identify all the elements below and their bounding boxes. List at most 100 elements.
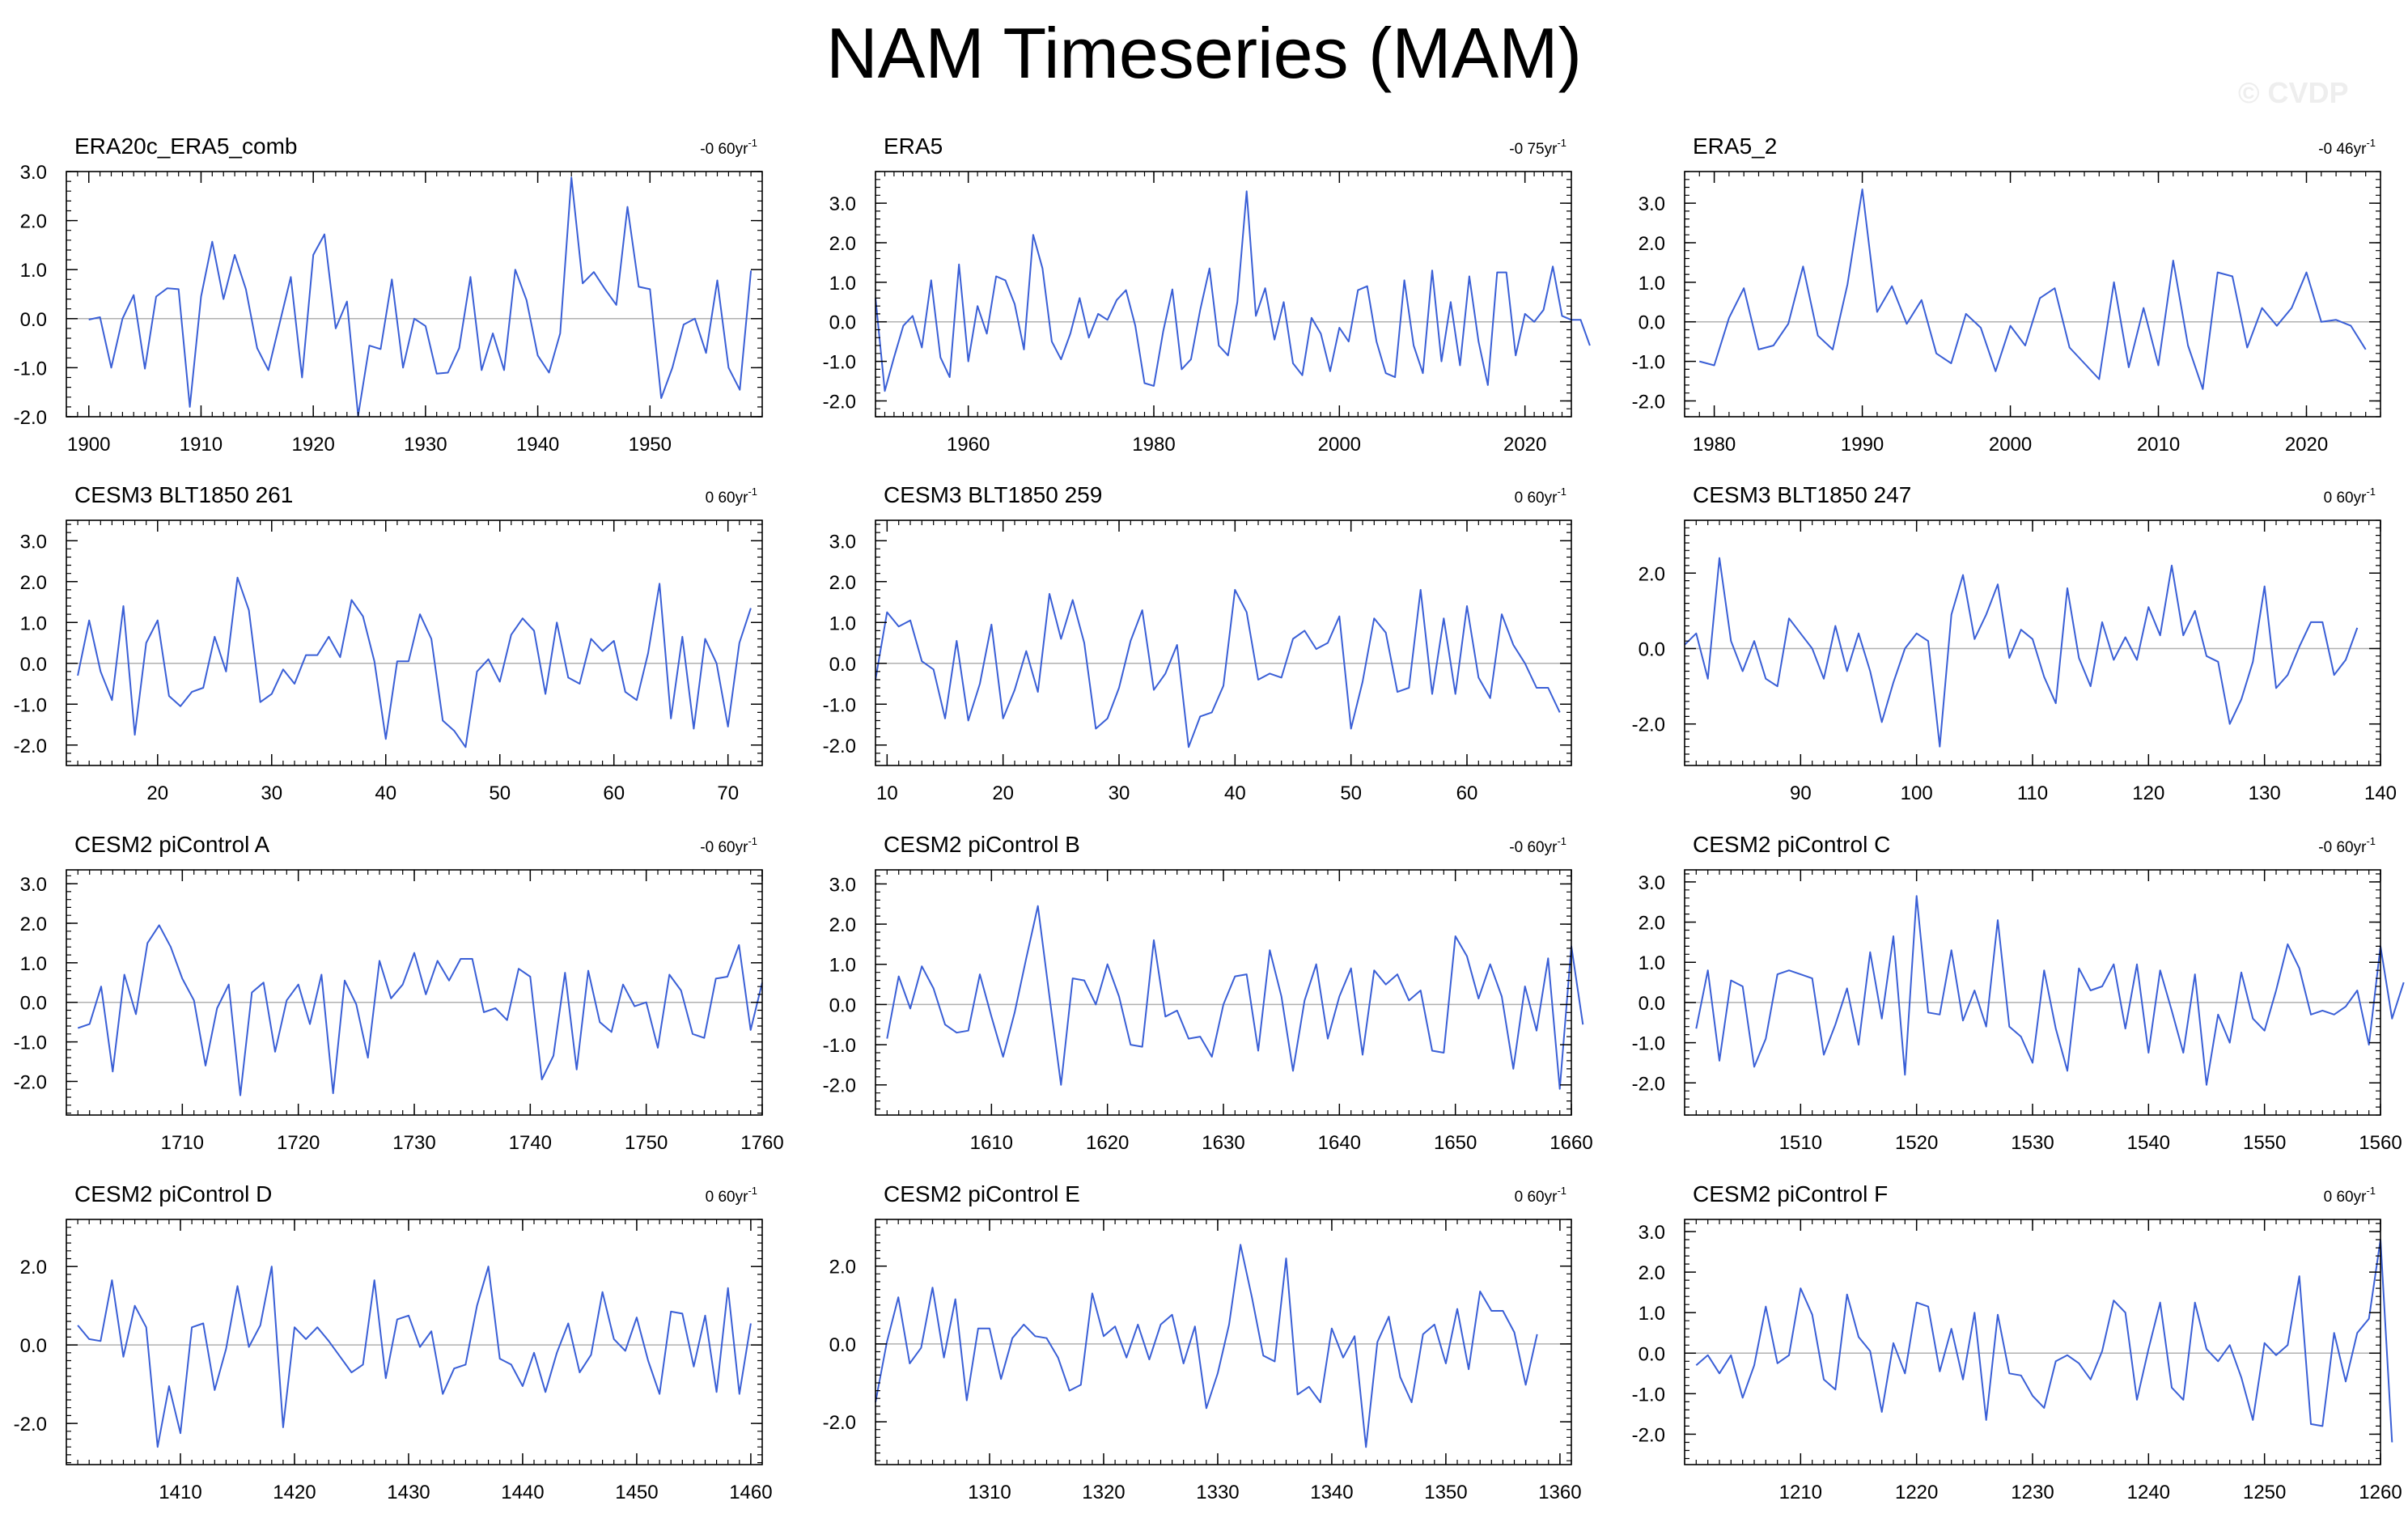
minor-ticks bbox=[1684, 519, 2381, 765]
panel-2: ERA5 -0 75yr-1 1960 1980 2000 2020 -2.0 -1.0 0.0… bbox=[823, 134, 1591, 456]
x-tick-label: 1410 bbox=[159, 1482, 201, 1503]
y-tick-label: -2.0 bbox=[823, 736, 856, 757]
y-tick-label: 0.0 bbox=[1639, 1343, 1665, 1365]
x-tick-label: 1730 bbox=[392, 1132, 435, 1154]
y-tick-label: 3.0 bbox=[829, 531, 856, 553]
x-tick-label: 1220 bbox=[1895, 1482, 1938, 1503]
y-tick-label: -1.0 bbox=[14, 1033, 47, 1054]
trend-label: 0 60yr-1 bbox=[1515, 1185, 1566, 1206]
panel-1: ERA20c_ERA5_comb -0 60yr-1 1900 1910 1920 193… bbox=[14, 134, 763, 456]
x-tick-label: 1990 bbox=[1841, 434, 1884, 456]
x-tick-label: 40 bbox=[375, 782, 396, 804]
y-tick-label: -2.0 bbox=[1632, 714, 1665, 736]
x-tick-label: 70 bbox=[717, 782, 739, 804]
plot-frame bbox=[875, 519, 1572, 766]
y-tick-label: -2.0 bbox=[823, 1075, 856, 1097]
x-tick-label: 1330 bbox=[1196, 1482, 1239, 1503]
minor-ticks bbox=[1684, 1219, 2381, 1465]
plot-frame bbox=[875, 171, 1572, 418]
trend-label: 0 60yr-1 bbox=[2324, 486, 2376, 507]
plot-frame bbox=[66, 869, 763, 1116]
x-tick-label: 130 bbox=[2249, 782, 2281, 804]
x-tick-label: 1960 bbox=[947, 434, 990, 456]
minor-ticks bbox=[66, 520, 763, 765]
y-tick-label: 2.0 bbox=[20, 211, 47, 233]
y-tick-label: 1.0 bbox=[829, 613, 856, 634]
plot-frame bbox=[1684, 1219, 2381, 1465]
x-tick-label: 110 bbox=[2017, 782, 2048, 804]
y-tick-label: 3.0 bbox=[1639, 872, 1665, 894]
x-tick-label: 1260 bbox=[2359, 1482, 2402, 1503]
panel-10: CESM2 piControl D 0 60yr-1 1410 1420 1430 144… bbox=[14, 1181, 773, 1503]
nam-series-line bbox=[875, 1244, 1538, 1448]
x-tick-label: 1540 bbox=[2127, 1132, 2170, 1154]
y-tick-label: 1.0 bbox=[829, 955, 856, 977]
x-tick-label: 1320 bbox=[1082, 1482, 1125, 1503]
y-tick-label: 0.0 bbox=[1639, 993, 1665, 1015]
y-tick-label: 1.0 bbox=[1639, 1303, 1665, 1325]
nam-series-line bbox=[875, 190, 1591, 392]
y-tick-label: 0.0 bbox=[829, 1334, 856, 1356]
y-tick-label: -1.0 bbox=[823, 694, 856, 716]
y-tick-label: -1.0 bbox=[1632, 1033, 1665, 1055]
y-tick-label: 2.0 bbox=[1639, 913, 1665, 935]
plot-frame bbox=[66, 519, 763, 766]
panel-8: CESM2 piControl B -0 60yr-1 1610 1620 1630 16… bbox=[823, 832, 1593, 1154]
y-tick-label: -2.0 bbox=[823, 391, 856, 413]
x-tick-label: 1920 bbox=[291, 434, 334, 456]
y-tick-label: 3.0 bbox=[20, 162, 47, 184]
x-tick-label: 1440 bbox=[501, 1482, 544, 1503]
panel-11: CESM2 piControl E 0 60yr-1 1310 1320 1330 134… bbox=[823, 1181, 1582, 1503]
trend-label: -0 60yr-1 bbox=[700, 835, 757, 856]
x-tick-label: 1450 bbox=[615, 1482, 658, 1503]
plot-frame bbox=[875, 1219, 1572, 1465]
y-tick-label: 1.0 bbox=[20, 613, 47, 634]
cvdp-watermark: © CVDP bbox=[2238, 76, 2349, 109]
y-tick-label: -2.0 bbox=[1632, 1073, 1665, 1095]
y-tick-label: 2.0 bbox=[829, 233, 856, 255]
y-tick-label: -1.0 bbox=[14, 358, 47, 380]
x-tick-label: 1550 bbox=[2243, 1132, 2286, 1154]
y-tick-label: 1.0 bbox=[20, 260, 47, 282]
y-tick-label: 2.0 bbox=[829, 1257, 856, 1278]
y-tick-label: 0.0 bbox=[1639, 312, 1665, 334]
y-tick-label: 1.0 bbox=[1639, 952, 1665, 974]
y-tick-label: 0.0 bbox=[20, 654, 47, 676]
x-tick-label: 1900 bbox=[67, 434, 110, 456]
panel-title: CESM2 piControl F bbox=[1693, 1181, 1888, 1206]
x-tick-label: 1650 bbox=[1434, 1132, 1477, 1154]
y-tick-label: 3.0 bbox=[829, 193, 856, 215]
trend-label: 0 60yr-1 bbox=[706, 486, 757, 507]
y-tick-label: 2.0 bbox=[20, 1257, 47, 1278]
minor-ticks bbox=[1684, 171, 2381, 418]
y-tick-label: -1.0 bbox=[823, 352, 856, 374]
panel-title: CESM2 piControl B bbox=[884, 832, 1080, 857]
x-tick-label: 1630 bbox=[1202, 1132, 1244, 1154]
panel-12: CESM2 piControl F 0 60yr-1 1210 1220 1230 124… bbox=[1632, 1181, 2402, 1503]
x-tick-label: 120 bbox=[2132, 782, 2164, 804]
nam-series-line bbox=[77, 1266, 752, 1448]
x-tick-label: 2000 bbox=[1318, 434, 1361, 456]
x-tick-label: 1340 bbox=[1310, 1482, 1353, 1503]
panel-title: ERA20c_ERA5_comb bbox=[74, 134, 297, 159]
x-tick-label: 1710 bbox=[161, 1132, 204, 1154]
y-tick-label: 0.0 bbox=[829, 654, 856, 676]
x-tick-label: 1510 bbox=[1779, 1132, 1822, 1154]
panel-title: CESM2 piControl D bbox=[74, 1181, 272, 1206]
panel-title: CESM3 BLT1850 261 bbox=[74, 482, 293, 507]
y-tick-label: 0.0 bbox=[829, 312, 856, 334]
x-tick-label: 1610 bbox=[970, 1132, 1013, 1154]
y-tick-label: -2.0 bbox=[14, 1071, 47, 1093]
y-tick-label: 2.0 bbox=[1639, 563, 1665, 585]
minor-ticks bbox=[875, 870, 1572, 1115]
x-tick-label: 40 bbox=[1224, 782, 1246, 804]
y-tick-label: -2.0 bbox=[14, 736, 47, 757]
trend-label: -0 60yr-1 bbox=[700, 137, 757, 158]
y-tick-label: 0.0 bbox=[20, 1335, 47, 1357]
trend-label: -0 75yr-1 bbox=[1509, 137, 1566, 158]
x-tick-label: 1460 bbox=[729, 1482, 772, 1503]
trend-label: 0 60yr-1 bbox=[706, 1185, 757, 1206]
panel-3: ERA5_2 -0 46yr-1 1980 1990 2000 2010 2020 -2.0 -… bbox=[1632, 134, 2381, 456]
y-tick-label: 2.0 bbox=[1639, 1262, 1665, 1284]
